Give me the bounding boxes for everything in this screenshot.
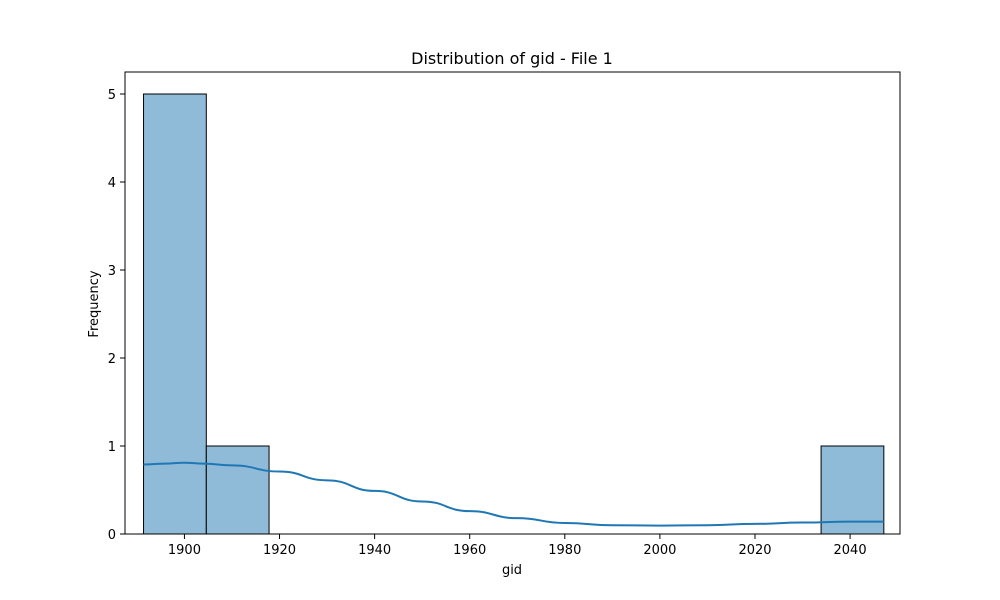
- chart-title: Distribution of gid - File 1: [411, 49, 613, 68]
- x-tick-label: 1900: [168, 543, 201, 558]
- x-tick-label: 1940: [358, 543, 391, 558]
- y-tick-label: 0: [108, 528, 116, 543]
- plot-frame: [124, 71, 901, 535]
- histogram-bar-0: [143, 93, 207, 535]
- x-axis-ticks: 1900 1920 1940 1960 1980 2000 2020 2040: [168, 534, 867, 558]
- x-tick-label: 2020: [738, 543, 771, 558]
- x-axis-label: gid: [502, 563, 522, 578]
- kde-curve: [143, 461, 884, 527]
- y-axis-label: Frequency: [87, 270, 102, 337]
- x-tick-label: 1980: [548, 543, 581, 558]
- y-tick-label: 3: [108, 264, 116, 279]
- y-tick-label: 1: [108, 440, 116, 455]
- y-tick-label: 2: [108, 352, 116, 367]
- y-tick-label: 4: [108, 176, 116, 191]
- y-axis-ticks: 0 1 2 3 4 5: [108, 88, 125, 543]
- bars-layer: [143, 93, 885, 535]
- y-tick-label: 5: [108, 88, 116, 103]
- x-tick-label: 1920: [263, 543, 296, 558]
- x-tick-label: 2040: [834, 543, 867, 558]
- x-tick-label: 1960: [453, 543, 486, 558]
- x-tick-label: 2000: [643, 543, 676, 558]
- histogram-bar-1: [205, 445, 270, 535]
- histogram-bar-11: [820, 445, 885, 535]
